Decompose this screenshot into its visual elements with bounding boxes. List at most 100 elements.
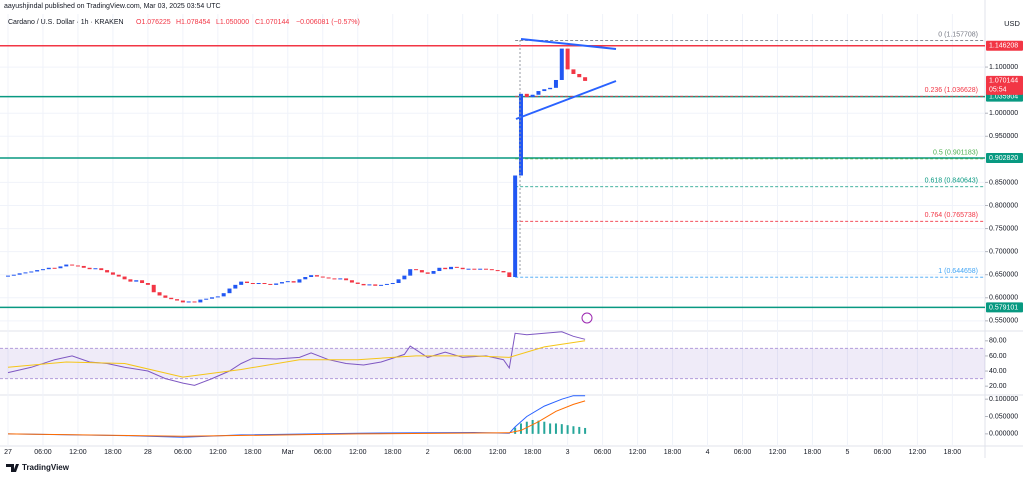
y-tick-label: 0.100000 <box>989 396 1018 403</box>
level-label-box <box>986 40 1023 51</box>
last-price: 1.070144 <box>989 78 1018 85</box>
candle-body <box>513 175 518 278</box>
candle-body <box>215 296 220 298</box>
trendline <box>520 38 617 50</box>
y-tick-label: 0.950000 <box>989 133 1018 140</box>
fib-label: 0.618 (0.840643) <box>925 178 978 185</box>
candle-body <box>530 94 535 98</box>
candle-body <box>105 270 110 273</box>
indicator-line <box>7 400 586 437</box>
y-tick-label: 60.00 <box>989 353 1007 360</box>
candle-body <box>419 270 424 273</box>
y-tick-label: 1.100000 <box>989 64 1018 71</box>
x-tick-label: 18:00 <box>244 449 262 456</box>
candle-body <box>11 274 16 276</box>
candle-body <box>169 297 174 300</box>
candle-body <box>279 282 284 284</box>
ohlc-high: H1.078454 <box>176 19 210 26</box>
candle-body <box>163 295 168 298</box>
level-label: 0.902820 <box>989 155 1018 162</box>
candle-body <box>268 283 273 285</box>
candle-body <box>175 299 180 301</box>
x-tick-label: 18:00 <box>104 449 122 456</box>
y-tick-label: 20.00 <box>989 383 1007 390</box>
candle-body <box>250 283 255 285</box>
histogram-bar <box>566 425 569 434</box>
x-tick-label: 12:00 <box>629 449 647 456</box>
last-price-box <box>986 75 1023 95</box>
candle-body <box>466 268 471 270</box>
logo <box>6 464 19 472</box>
ohlc-low: L1.050000 <box>216 19 249 26</box>
candle-body <box>489 269 494 271</box>
fib-label: 0 (1.157708) <box>938 31 978 38</box>
level-label: 1.146208 <box>989 43 1018 50</box>
candle-body <box>52 267 57 269</box>
x-tick-label: Mar <box>282 449 295 456</box>
candle-body <box>501 271 506 273</box>
candle-body <box>349 280 354 283</box>
histogram-bar <box>543 421 546 434</box>
candle-body <box>46 267 51 270</box>
candle-body <box>344 278 349 281</box>
x-tick-label: 12:00 <box>69 449 87 456</box>
x-tick-label: 12:00 <box>489 449 507 456</box>
candle-body <box>565 48 570 70</box>
candle-body <box>379 284 384 286</box>
candle-body <box>431 271 436 274</box>
y-tick-label: 0.550000 <box>989 318 1018 325</box>
candle-body <box>542 89 547 92</box>
x-tick-label: 06:00 <box>874 449 892 456</box>
candle-body <box>145 283 150 285</box>
candle-body <box>472 268 477 270</box>
ohlc-close: C1.070144 <box>255 19 289 26</box>
y-tick-label: 0.800000 <box>989 202 1018 209</box>
candle-body <box>443 267 448 270</box>
candle-body <box>449 266 454 270</box>
x-tick-label: 12:00 <box>769 449 787 456</box>
x-tick-label: 18:00 <box>664 449 682 456</box>
histogram-bar <box>519 423 522 434</box>
candle-body <box>239 281 244 285</box>
candle-body <box>87 267 92 270</box>
candle-body <box>204 298 209 300</box>
candle-body <box>297 279 302 283</box>
event-icon <box>581 312 593 324</box>
candle-body <box>198 299 203 303</box>
x-tick-label: 18:00 <box>384 449 402 456</box>
histogram-bar <box>584 427 587 434</box>
candle-body <box>338 278 343 280</box>
candle-body <box>151 284 156 293</box>
x-tick-label: 18:00 <box>944 449 962 456</box>
candle-body <box>361 283 366 286</box>
candle-body <box>478 268 483 270</box>
histogram-bar <box>537 420 540 434</box>
candle-body <box>332 278 337 280</box>
x-tick-label: 06:00 <box>454 449 472 456</box>
candle-body <box>35 270 40 272</box>
candle-body <box>495 270 500 272</box>
histogram-bar <box>531 419 534 434</box>
x-tick-label: 5 <box>845 449 849 456</box>
candle-body <box>536 91 541 95</box>
candle-body <box>110 272 115 275</box>
x-tick-label: 06:00 <box>174 449 192 456</box>
currency: USD <box>1004 19 1020 28</box>
rsi-band <box>0 348 985 379</box>
histogram-bar <box>554 423 557 434</box>
x-tick-label: 2 <box>426 449 430 456</box>
x-tick-label: 06:00 <box>314 449 332 456</box>
candle-body <box>320 276 325 278</box>
candle-body <box>256 283 261 285</box>
y-tick-label: 0.000000 <box>989 431 1018 438</box>
y-tick-label: 0.750000 <box>989 225 1018 232</box>
candle-body <box>128 279 133 282</box>
fib-label: 0.764 (0.765738) <box>925 212 978 219</box>
candle-body <box>460 267 465 270</box>
x-tick-label: 4 <box>706 449 710 456</box>
candle-body <box>262 283 267 285</box>
candle-body <box>559 48 564 80</box>
candle-body <box>355 282 360 284</box>
level-label-box <box>986 153 1023 164</box>
x-tick-label: 18:00 <box>804 449 822 456</box>
